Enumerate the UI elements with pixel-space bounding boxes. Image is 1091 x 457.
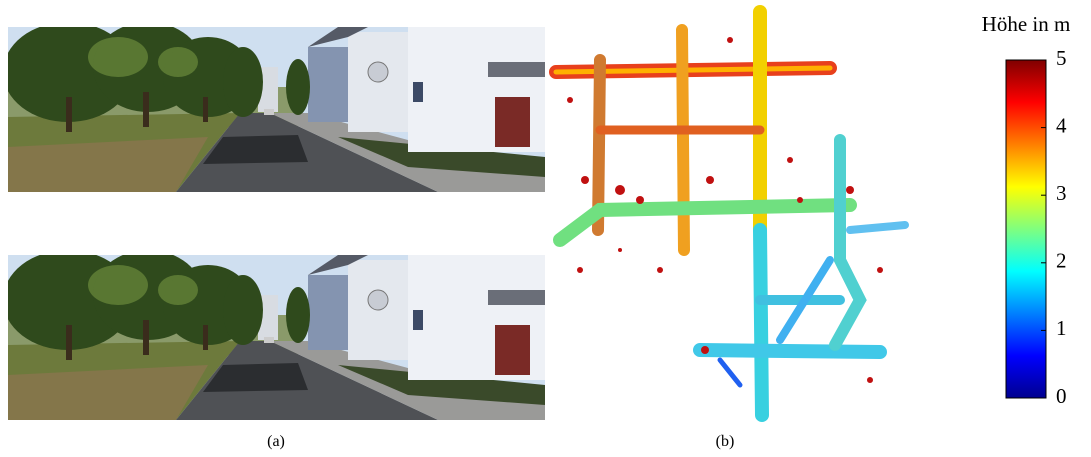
colorbar-tick-label: 5 bbox=[1056, 46, 1067, 70]
camera-image-bottom bbox=[3, 250, 545, 420]
colorbar-label: Höhe in m bbox=[982, 12, 1071, 36]
caption-a: (a) bbox=[267, 433, 285, 450]
height-map bbox=[556, 12, 905, 415]
figure: (a) (b) Höhe in m 0 1 2 3 4 5 bbox=[0, 0, 1091, 457]
colorbar-tick-label: 1 bbox=[1056, 316, 1067, 340]
colorbar-tick-label: 3 bbox=[1056, 181, 1067, 205]
colorbar-tick-label: 2 bbox=[1056, 249, 1067, 273]
colorbar-tick-label: 4 bbox=[1056, 113, 1067, 137]
colorbar bbox=[1006, 60, 1046, 398]
camera-image-top bbox=[3, 22, 545, 192]
caption-b: (b) bbox=[716, 433, 735, 450]
colorbar-tick-label: 0 bbox=[1056, 384, 1067, 408]
